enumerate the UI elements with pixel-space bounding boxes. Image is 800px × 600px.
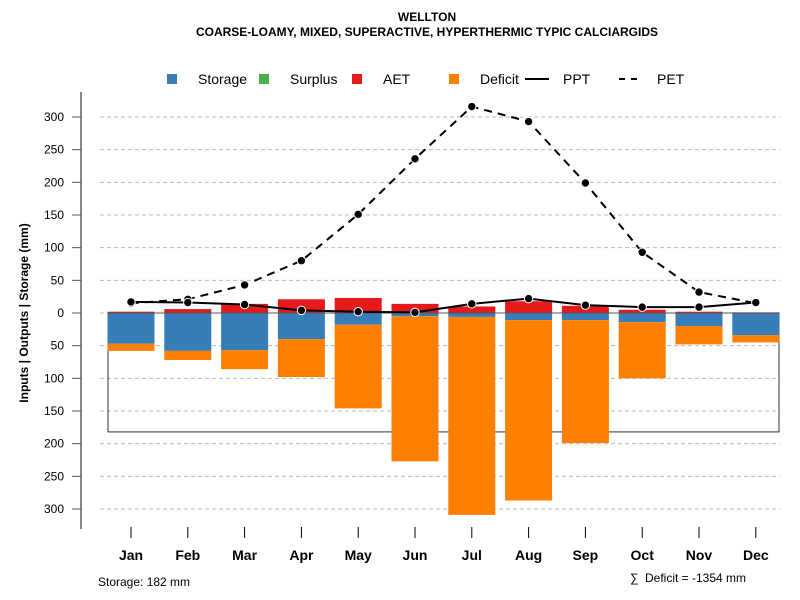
x-tick-label-sep: Sep xyxy=(573,547,599,563)
legend-label-deficit: Deficit xyxy=(480,71,519,87)
y-axis: 300 250 200 150 100 50 0 50 100 150 200 250 300 xyxy=(44,92,82,529)
y-tick-label: 250 xyxy=(44,143,64,157)
x-tick-label-oct: Oct xyxy=(631,547,655,563)
pet-point xyxy=(239,280,250,290)
pet-line xyxy=(130,105,756,305)
pet-point xyxy=(694,287,704,297)
legend-swatch-deficit xyxy=(449,74,459,84)
bar-deficit xyxy=(618,322,666,379)
pet-point xyxy=(637,247,647,257)
bar-storage xyxy=(675,313,723,327)
bar-storage xyxy=(618,313,666,323)
ppt-point xyxy=(239,299,250,310)
x-axis: Jan Feb Mar Apr May Jun Jul Aug Sep Oct Nov Dec xyxy=(119,527,769,563)
pet-point xyxy=(523,116,534,127)
bar-aet xyxy=(164,309,212,313)
bar-deficit xyxy=(561,320,609,444)
ppt-point xyxy=(183,297,193,308)
series-lines xyxy=(126,101,761,318)
ppt-point xyxy=(467,299,477,309)
y-tick-label: 250 xyxy=(44,469,64,483)
y-tick-label: 100 xyxy=(44,241,64,255)
pet-point xyxy=(296,256,307,266)
bar-aet xyxy=(448,306,496,313)
ppt-point xyxy=(523,293,534,304)
y-tick-label: 150 xyxy=(44,404,64,418)
bar-aet xyxy=(107,311,155,313)
bar-aet xyxy=(675,311,723,313)
legend-label-aet: AET xyxy=(383,71,411,87)
bar-deficit xyxy=(675,326,723,345)
bar-aet xyxy=(505,301,553,313)
pet-point xyxy=(580,178,591,188)
bar-storage xyxy=(164,313,212,351)
ppt-point xyxy=(353,306,363,317)
x-tick-label-aug: Aug xyxy=(515,547,542,563)
chart-title: WELLTON xyxy=(398,10,456,24)
legend-label-surplus: Surplus xyxy=(290,71,337,87)
x-tick-label-mar: Mar xyxy=(232,547,257,563)
storage-annotation: Storage: 182 mm xyxy=(98,575,190,589)
bar-deficit xyxy=(277,339,325,378)
ppt-point xyxy=(580,300,591,310)
bar-storage xyxy=(277,313,325,340)
bar-storage xyxy=(107,313,155,344)
y-tick-label: 0 xyxy=(57,306,64,320)
y-tick-label: 50 xyxy=(51,273,65,287)
bar-storage xyxy=(505,313,553,321)
ppt-point xyxy=(410,307,420,318)
y-tick-label: 300 xyxy=(44,110,64,124)
deficit-sum-symbol: ∑ xyxy=(630,571,639,585)
legend-label-ppt: PPT xyxy=(563,71,591,87)
ppt-line xyxy=(130,297,756,314)
bar-storage xyxy=(334,313,382,325)
x-tick-label-jun: Jun xyxy=(403,547,428,563)
bar-storage xyxy=(221,313,269,351)
pet-point xyxy=(467,101,477,112)
legend-label-pet: PET xyxy=(657,71,685,87)
bar-storage xyxy=(561,313,609,321)
ppt-point xyxy=(751,297,761,308)
chart-subtitle: COARSE-LOAMY, MIXED, SUPERACTIVE, HYPERT… xyxy=(196,25,658,39)
bar-deficit xyxy=(221,350,269,370)
legend-swatch-aet xyxy=(352,74,362,84)
x-tick-label-jan: Jan xyxy=(119,547,143,563)
deficit-sum-annotation: Deficit = -1354 mm xyxy=(645,571,746,585)
ppt-point xyxy=(126,297,136,307)
x-tick-label-feb: Feb xyxy=(175,547,200,563)
bar-deficit xyxy=(505,320,553,501)
x-tick-label-may: May xyxy=(345,547,372,563)
x-tick-label-jul: Jul xyxy=(462,547,482,563)
bar-storage xyxy=(448,313,496,317)
bar-deficit xyxy=(334,324,382,409)
bar-storage xyxy=(732,313,780,336)
legend-swatch-storage xyxy=(167,74,177,84)
bar-deficit xyxy=(732,335,780,343)
legend-swatch-surplus xyxy=(259,74,269,84)
y-tick-label: 200 xyxy=(44,175,64,189)
bars xyxy=(107,297,780,515)
ppt-point xyxy=(694,302,704,312)
bar-deficit xyxy=(391,316,439,462)
bar-deficit xyxy=(107,343,155,351)
y-tick-label: 150 xyxy=(44,208,64,222)
x-tick-label-nov: Nov xyxy=(686,547,713,563)
pet-point xyxy=(410,154,420,164)
y-tick-label: 100 xyxy=(44,371,64,385)
y-tick-label: 300 xyxy=(44,502,64,516)
ppt-point xyxy=(637,302,647,312)
bar-deficit xyxy=(448,316,496,515)
y-axis-label: Inputs | Outputs | Storage (mm) xyxy=(17,223,31,402)
legend: Storage Surplus AET Deficit PPT PET xyxy=(167,71,685,87)
ppt-point xyxy=(296,305,307,316)
y-tick-label: 200 xyxy=(44,437,64,451)
x-tick-label-dec: Dec xyxy=(743,547,769,563)
y-tick-label: 50 xyxy=(51,339,65,353)
legend-label-storage: Storage xyxy=(198,71,247,87)
pet-point xyxy=(353,209,363,220)
bar-aet xyxy=(334,297,382,313)
x-tick-label-apr: Apr xyxy=(289,547,314,563)
bar-deficit xyxy=(164,350,212,361)
